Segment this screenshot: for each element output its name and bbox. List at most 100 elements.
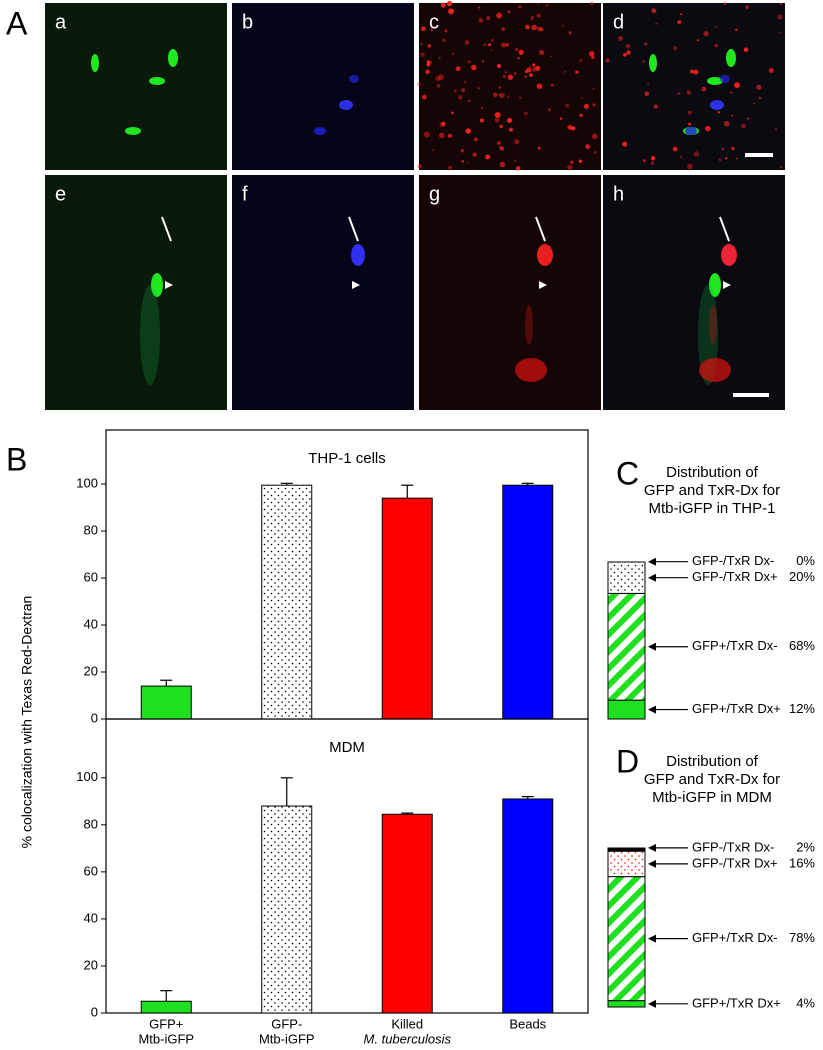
speckle (493, 92, 498, 98)
speckle (465, 128, 471, 134)
chart-title: GFP and TxR-Dx for (644, 771, 780, 788)
microscopy-panel: a b c d e f g h (45, 0, 785, 410)
speckle (546, 4, 549, 7)
speckle (567, 164, 573, 170)
speckle (432, 25, 435, 29)
speckle (591, 133, 598, 140)
speckle (499, 145, 503, 150)
speckle (518, 49, 524, 55)
speckle (507, 95, 510, 98)
speckle (673, 46, 678, 51)
speckle (647, 82, 650, 85)
speckle (430, 28, 433, 31)
speckle (537, 146, 541, 150)
speckle (592, 103, 596, 107)
bar (381, 813, 433, 1014)
speckle (535, 65, 541, 71)
speckle (622, 141, 628, 147)
chart-title: MDM (329, 739, 365, 756)
speckle (693, 151, 700, 158)
y-tick-label: 80 (84, 522, 98, 537)
speckle (499, 124, 503, 128)
value-label: 78% (789, 930, 815, 945)
arrowhead (723, 281, 731, 289)
speckle (564, 70, 567, 73)
micrograph (232, 3, 414, 170)
speckle (441, 121, 446, 126)
speckle (650, 161, 655, 166)
speckle (585, 144, 591, 150)
arrow (535, 216, 546, 242)
label-arrowhead (648, 642, 656, 651)
speckle (441, 38, 446, 43)
speckle (539, 49, 545, 55)
arrowhead (165, 281, 173, 289)
speckle (779, 165, 783, 169)
chart-title: Distribution of (666, 464, 759, 481)
speckle (550, 55, 552, 58)
bar (140, 685, 192, 720)
speckle (519, 96, 522, 99)
legend-label: GFP-/TxR Dx+ (692, 569, 778, 584)
speckle (502, 74, 507, 79)
speckle (496, 12, 503, 19)
cell-signal (125, 127, 141, 135)
speckle (529, 73, 533, 77)
speckle (464, 81, 467, 84)
speckle (494, 112, 501, 118)
arrow (348, 216, 359, 242)
speckle (529, 66, 532, 69)
bar-segment (607, 850, 646, 878)
cell-signal (726, 49, 736, 67)
speckle (482, 60, 484, 63)
bar-segment (607, 592, 646, 701)
micrograph (603, 3, 785, 170)
speckle (460, 148, 465, 153)
arrow (161, 216, 172, 242)
cell-signal (351, 244, 365, 266)
speckle (436, 84, 441, 88)
speckle (746, 117, 749, 120)
speckle (505, 71, 507, 74)
speckle (593, 150, 597, 154)
speckle (672, 146, 678, 152)
speckle (735, 157, 738, 160)
speckle (464, 40, 470, 45)
speckle (477, 87, 480, 90)
bar-segment (607, 847, 646, 852)
micrograph (419, 175, 601, 410)
speckle (499, 92, 505, 99)
speckle (686, 90, 692, 95)
y-axis-label: % colocalization with Texas Red-Dextran (19, 596, 35, 849)
speckle (758, 96, 762, 100)
speckle (548, 108, 551, 112)
subpanel-letter: b (242, 11, 253, 33)
speckle (421, 26, 426, 32)
bar (261, 805, 313, 1014)
plot-frame (105, 718, 589, 1014)
value-label: 4% (796, 995, 815, 1010)
speckle (559, 117, 563, 120)
subpanel-letter: h (613, 183, 624, 205)
speckle (494, 117, 500, 123)
value-label: 0% (796, 553, 815, 568)
speckle (731, 114, 734, 117)
bar (140, 1000, 192, 1014)
subpanel-letter: c (429, 11, 439, 33)
bar-segment (607, 876, 646, 1002)
label-arrowhead (648, 705, 656, 714)
scale-bar (745, 153, 773, 157)
x-tick-label: GFP+ (149, 1016, 183, 1031)
cell-signal (349, 75, 359, 83)
speckle (531, 66, 537, 72)
cell-signal (537, 244, 553, 266)
y-tick-label: 40 (84, 616, 98, 631)
speckle (518, 5, 522, 9)
speckle (536, 26, 542, 32)
subpanel-letter: a (55, 11, 67, 33)
speckle (653, 104, 658, 109)
speckle (446, 0, 453, 7)
subpanel-letter: d (613, 11, 624, 33)
panel-letter: C (616, 455, 639, 491)
